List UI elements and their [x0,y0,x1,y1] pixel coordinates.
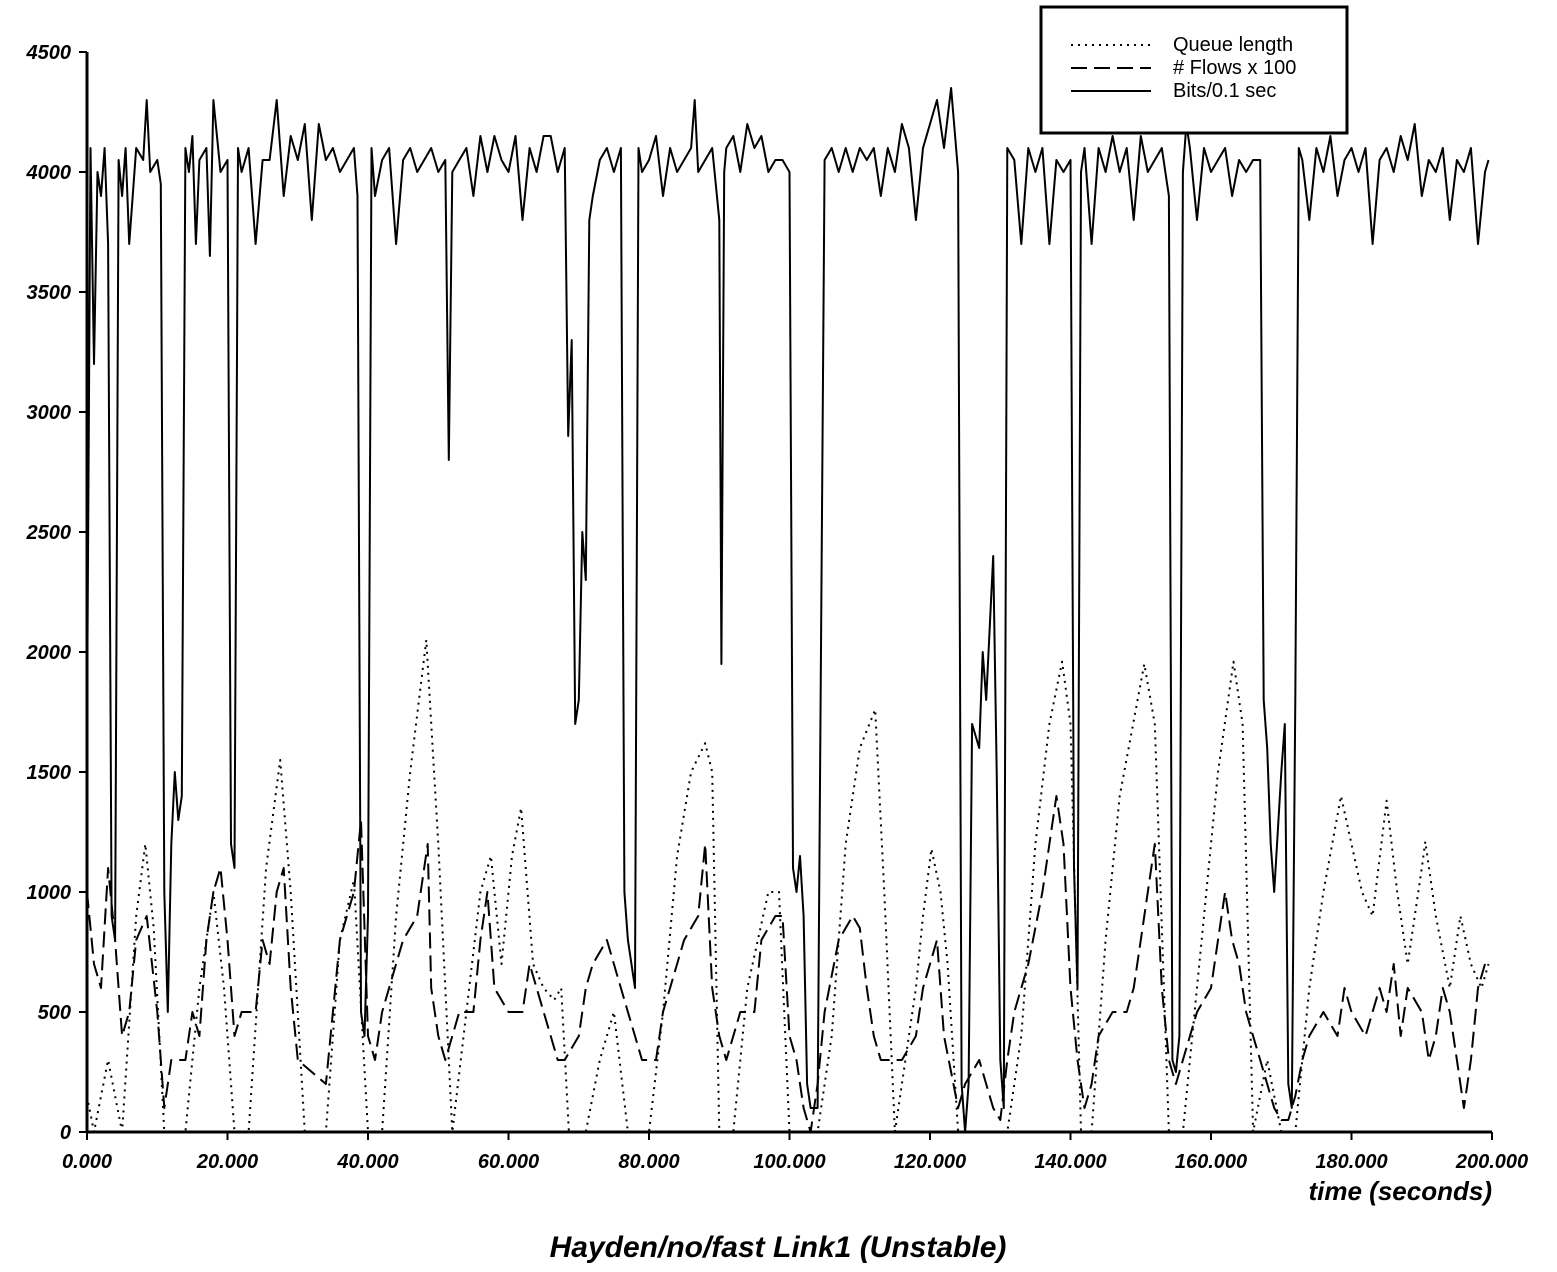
x-tick-label: 20.000 [196,1151,258,1173]
x-tick-label: 160.000 [1175,1151,1247,1173]
chart-title: Hayden/no/fast Link1 (Unstable) [550,1231,1007,1264]
y-tick-label: 1000 [27,882,72,904]
series-layer [86,87,1490,1133]
y-tick-label: 2500 [26,522,72,544]
y-tick-label: 3500 [27,282,72,304]
legend-label-flows-x-100: # Flows x 100 [1173,57,1296,79]
series-line-bits-0-1-sec [86,87,1490,1133]
x-axis-label: time (seconds) [1309,1176,1493,1206]
x-tick-label: 40.000 [336,1151,398,1173]
y-tick-label: 4000 [26,162,72,184]
ticks: 0 500 1000 1500 2000 2500 3000 3500 4000 4500 0.00… [26,42,1529,1173]
x-tick-label: 140.000 [1034,1151,1106,1173]
y-tick-label: 1500 [27,762,72,784]
series-line-flows-x-100 [86,795,1486,1133]
legend-box [1039,5,1349,135]
x-tick-label: 100.000 [753,1151,825,1173]
legend-label-queue-length: Queue length [1173,34,1293,56]
y-tick-label: 500 [38,1002,71,1024]
x-tick-label: 60.000 [478,1151,539,1173]
y-tick-label: 4500 [26,42,72,64]
x-tick-label: 200.000 [1455,1151,1528,1173]
legend-label-bits-0-1-sec: Bits/0.1 sec [1173,80,1276,102]
y-tick-label: 3000 [27,402,72,424]
x-tick-label: 0.000 [62,1151,112,1173]
y-tick-label: 0 [60,1122,71,1144]
x-tick-label: 80.000 [618,1151,679,1173]
x-tick-label: 180.000 [1315,1151,1387,1173]
x-tick-label: 120.000 [894,1151,966,1173]
y-tick-label: 2000 [26,642,72,664]
